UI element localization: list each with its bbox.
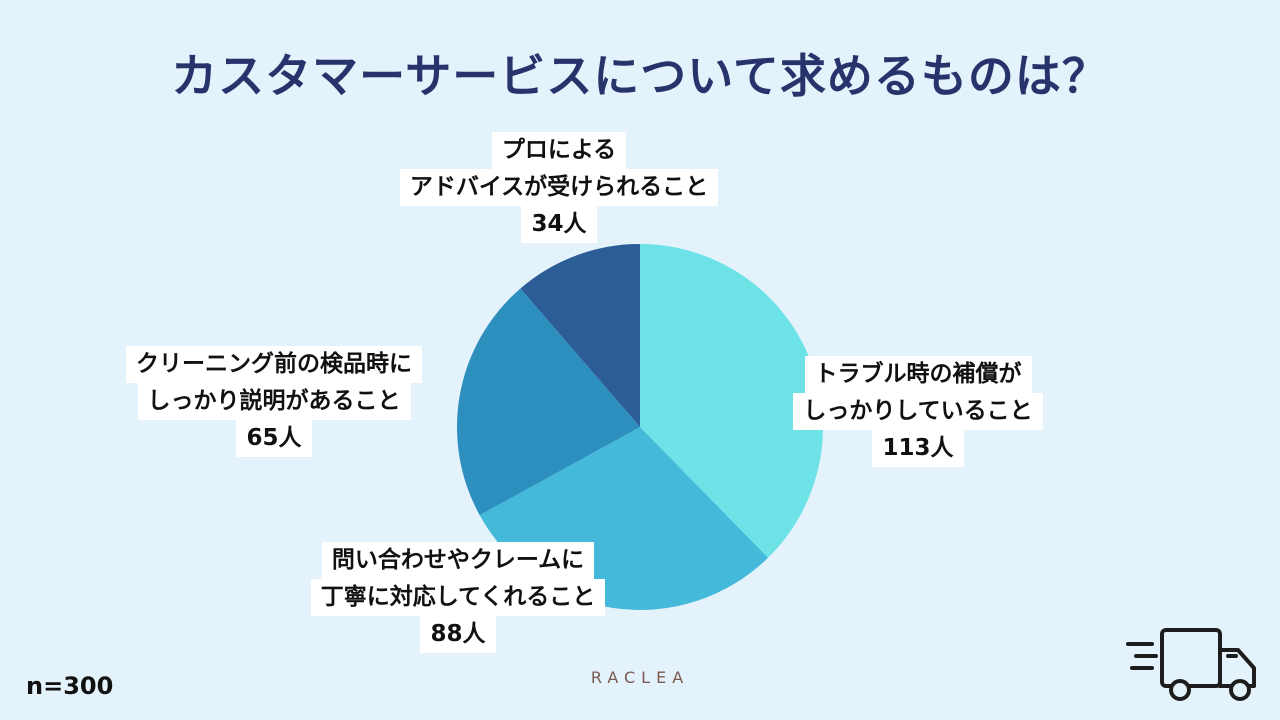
slice-label-polite-response: 問い合わせやクレームに 丁寧に対応してくれること 88人 <box>264 542 652 653</box>
sample-size: n=300 <box>26 672 114 700</box>
slice-label-line: 丁寧に対応してくれること <box>310 579 606 616</box>
slice-label-line: アドバイスが受けられること <box>399 169 719 206</box>
slice-value-label: 88人 <box>420 616 496 653</box>
slice-label-line: クリーニング前の検品時に <box>126 346 422 383</box>
slice-label-line: 問い合わせやクレームに <box>321 542 595 579</box>
slice-label-line: プロによる <box>491 132 627 169</box>
delivery-truck-icon <box>1126 628 1256 701</box>
slice-label-line: トラブル時の補償が <box>804 356 1032 393</box>
slice-value-label: 65人 <box>236 420 312 457</box>
pie-slice-3 <box>520 244 640 427</box>
pie-slice-0 <box>640 244 823 558</box>
pie-slice-2 <box>456 288 640 516</box>
slice-value-label: 113人 <box>872 430 964 467</box>
slice-label-pro-advice: プロによる アドバイスが受けられること 34人 <box>360 132 758 243</box>
slice-value-label: 34人 <box>521 206 597 243</box>
chart-title: カスタマーサービスについて求めるものは？ <box>171 49 1109 103</box>
brand-logo-text: RACLEA <box>590 668 690 687</box>
slice-label-inspection-explanation: クリーニング前の検品時に しっかり説明があること 65人 <box>86 346 462 457</box>
slice-label-trouble-compensation: トラブル時の補償が しっかりしていること 113人 <box>760 356 1076 467</box>
slice-label-line: しっかり説明があること <box>137 383 411 420</box>
slice-label-line: しっかりしていること <box>793 393 1043 430</box>
